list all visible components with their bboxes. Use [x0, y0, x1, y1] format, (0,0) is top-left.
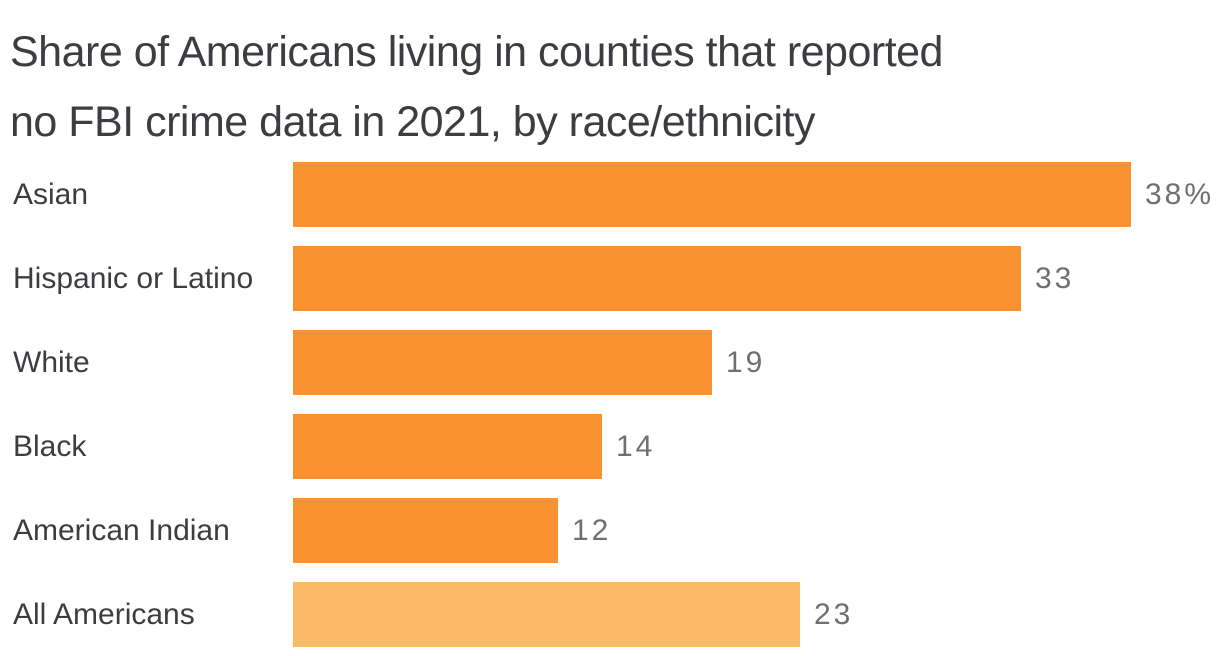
value-label: 38% — [1145, 177, 1215, 211]
chart-title-line-1: Share of Americans living in counties th… — [10, 28, 943, 76]
value-label: 12 — [572, 513, 612, 547]
bar-row: Asian 38% — [0, 162, 1220, 227]
value-label: 19 — [726, 345, 766, 379]
chart-title-line-2: no FBI crime data in 2021, by race/ethni… — [10, 98, 815, 146]
category-label: Asian — [13, 177, 89, 211]
bar — [293, 162, 1131, 227]
category-label: Black — [13, 429, 87, 463]
bar — [293, 330, 712, 395]
category-label: All Americans — [13, 597, 195, 631]
chart-title: Share of Americans living in counties th… — [10, 17, 1210, 157]
category-label: White — [13, 345, 90, 379]
bar — [293, 414, 602, 479]
bar-chart: Asian 38% Hispanic or Latino 33 White 19 Black… — [0, 162, 1220, 647]
bar-row: American Indian 12 — [0, 498, 1220, 563]
bar-row: All Americans 23 — [0, 582, 1220, 647]
bar-row: Hispanic or Latino 33 — [0, 246, 1220, 311]
bar — [293, 246, 1021, 311]
bar-row: Black 14 — [0, 414, 1220, 479]
category-label: Hispanic or Latino — [13, 261, 254, 295]
bar — [293, 498, 558, 563]
bar-row: White 19 — [0, 330, 1220, 395]
value-label: 33 — [1035, 261, 1075, 295]
value-label: 23 — [814, 597, 854, 631]
value-label: 14 — [616, 429, 656, 463]
category-label: American Indian — [13, 513, 230, 547]
bar — [293, 582, 800, 647]
